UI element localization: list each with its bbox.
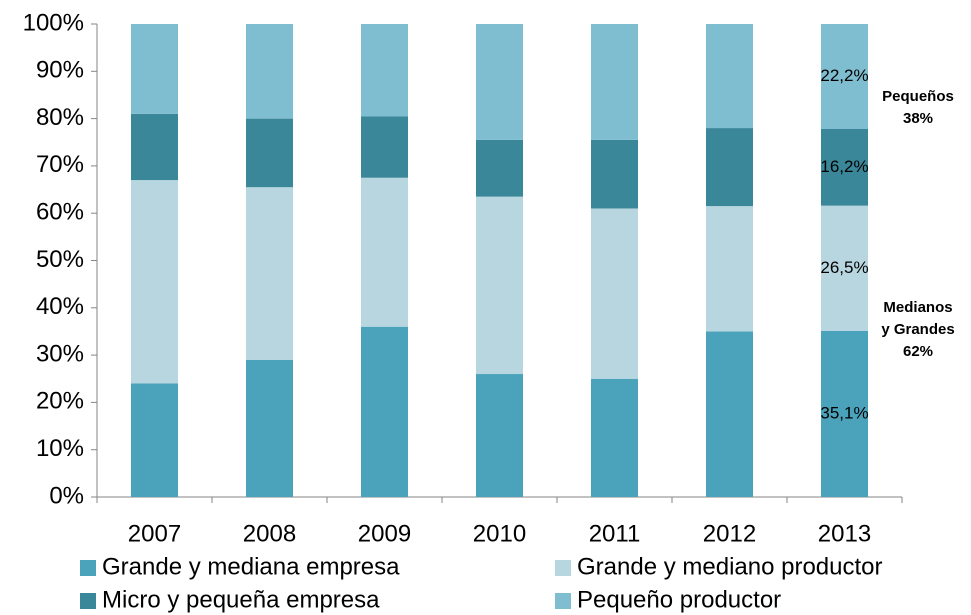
bar-segment <box>246 118 293 188</box>
bar-segment <box>706 331 753 497</box>
x-tick-label: 2010 <box>473 520 526 547</box>
bar-segment <box>131 383 178 497</box>
bar-segment <box>361 116 408 178</box>
y-tick-label: 30% <box>36 340 84 367</box>
y-tick-label: 60% <box>36 199 84 226</box>
data-label: 26,5% <box>820 258 868 277</box>
legend-label: Pequeño productor <box>577 586 781 613</box>
annotation: 62% <box>903 343 933 360</box>
y-tick-label: 70% <box>36 151 84 178</box>
bar-segment <box>476 24 523 140</box>
bar-segment <box>131 113 178 181</box>
y-tick-label: 90% <box>36 57 84 84</box>
data-label: 22,2% <box>820 66 868 85</box>
x-tick-label: 2011 <box>589 520 641 547</box>
bar-segment <box>591 24 638 140</box>
data-label: 35,1% <box>820 403 868 422</box>
x-tick-label: 2013 <box>818 520 871 547</box>
bar-segment <box>476 139 523 197</box>
bar-segment <box>821 330 868 497</box>
legend-swatch <box>80 593 96 609</box>
legend-swatch <box>555 593 571 609</box>
bar-segment <box>131 24 178 114</box>
bar-segment <box>361 24 408 117</box>
data-label: 16,2% <box>820 157 868 176</box>
annotation: y Grandes <box>881 321 954 338</box>
bar-segment <box>706 206 753 332</box>
bar-segment <box>476 374 523 497</box>
legend-swatch <box>80 560 96 576</box>
y-tick-label: 80% <box>36 104 84 131</box>
y-tick-label: 40% <box>36 293 84 320</box>
x-tick-label: 2007 <box>128 520 181 547</box>
legend-label: Micro y pequeña empresa <box>102 586 380 613</box>
bar-segment <box>591 208 638 379</box>
bar-segment <box>361 177 408 327</box>
annotation: Pequeños <box>882 88 954 105</box>
bar-segment <box>476 196 523 375</box>
annotation: 38% <box>903 110 933 127</box>
bar-segment <box>246 359 293 497</box>
bar-segment <box>246 187 293 360</box>
bar-segment <box>706 24 753 129</box>
bar-segment <box>131 180 178 384</box>
y-tick-label: 100% <box>23 9 84 36</box>
y-tick-label: 20% <box>36 388 84 415</box>
bar-segment <box>821 205 868 331</box>
legend-swatch <box>555 560 571 576</box>
bar-segment <box>821 129 868 206</box>
legend-label: Grande y mediano productor <box>577 553 883 580</box>
bar-segment <box>706 128 753 207</box>
x-tick-label: 2009 <box>358 520 411 547</box>
annotation: Medianos <box>883 299 952 316</box>
bar-segment <box>591 139 638 209</box>
x-tick-label: 2008 <box>243 520 296 547</box>
bar-segment <box>821 24 868 130</box>
y-tick-label: 10% <box>36 435 84 462</box>
x-tick-label: 2012 <box>703 520 756 547</box>
legend-label: Grande y mediana empresa <box>102 553 400 580</box>
bar-segment <box>591 378 638 497</box>
y-tick-label: 50% <box>36 246 84 273</box>
bar-segment <box>246 24 293 119</box>
bar-segment <box>361 326 408 497</box>
y-tick-label: 0% <box>49 482 84 509</box>
